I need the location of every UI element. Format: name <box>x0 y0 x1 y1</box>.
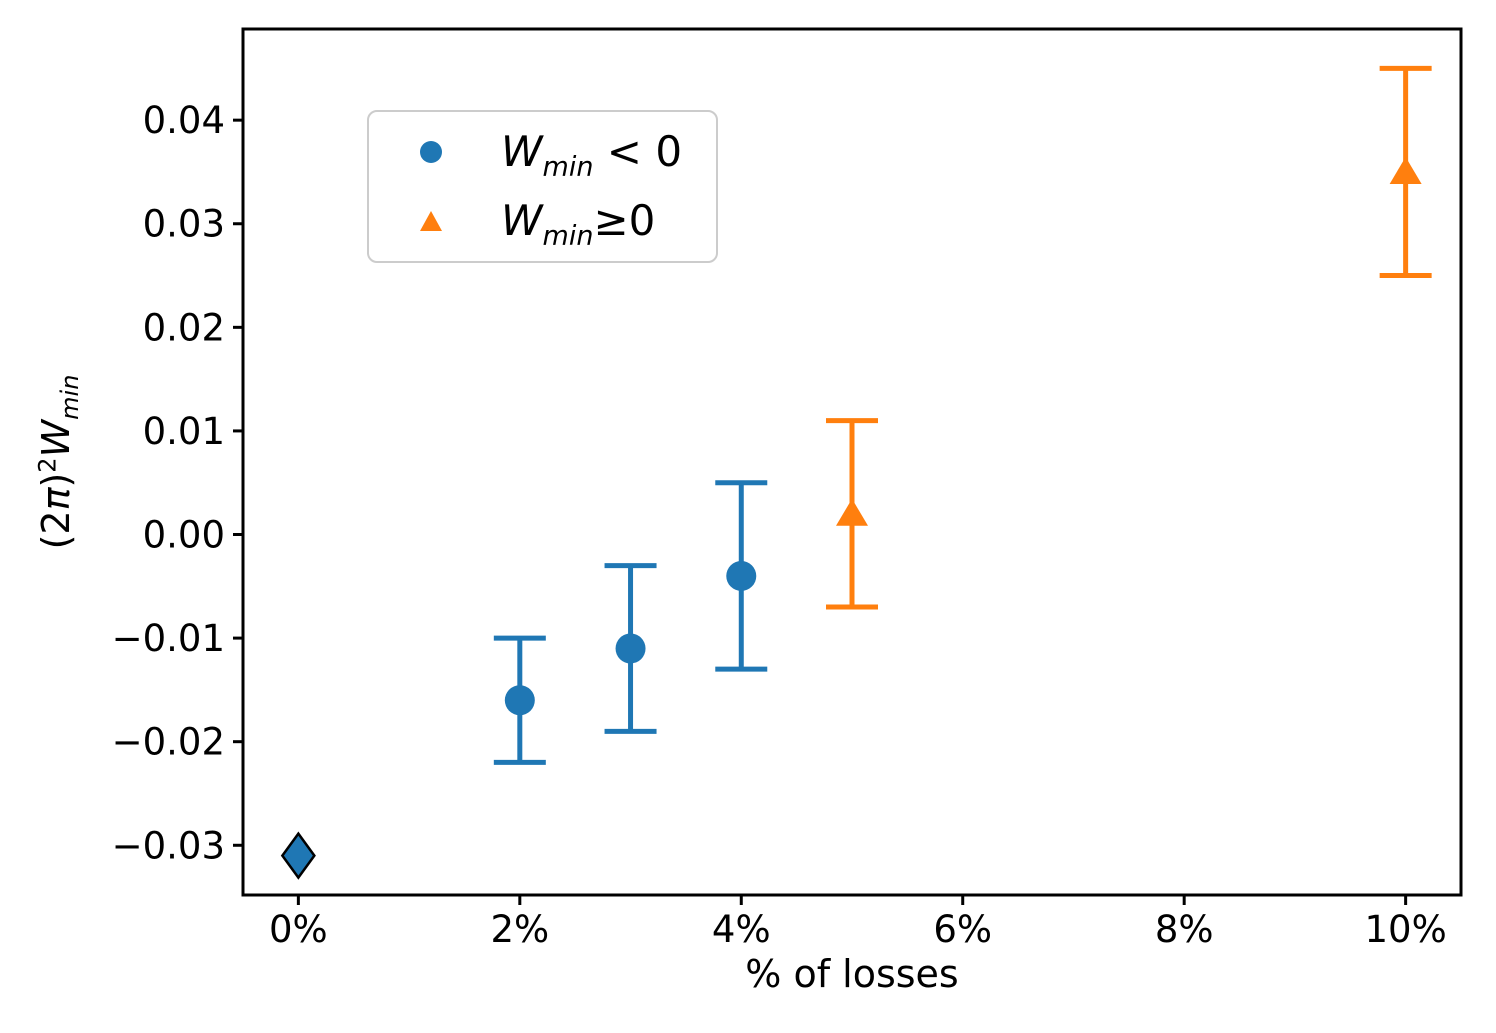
x-tick-label-2: 4% <box>712 908 771 951</box>
x-tick-label-3: 6% <box>933 908 992 951</box>
x-tick-label-0: 0% <box>269 908 328 951</box>
legend-entry-wmin-negative: Wmin < 0 <box>369 120 716 184</box>
legend-entry-wmin-nonnegative: Wmin≥0 <box>369 189 716 253</box>
x-tick-label-1: 2% <box>490 908 549 951</box>
marker-triangle-10pct <box>1389 156 1422 184</box>
x-axis-label: % of losses <box>745 952 959 996</box>
y-tick-label-3: 0.00 <box>143 514 225 557</box>
x-tick-label-5: 10% <box>1365 908 1447 951</box>
y-tick-label-6: 0.03 <box>143 203 225 246</box>
legend-label-wmin-negative: Wmin < 0 <box>501 127 683 183</box>
y-tick-label-0: −0.03 <box>112 824 225 867</box>
y-tick-label-5: 0.02 <box>143 306 225 349</box>
marker-circle-2pct <box>504 685 535 716</box>
y-tick-label-2: −0.01 <box>112 617 225 660</box>
legend: Wmin < 0 Wmin≥0 <box>367 110 718 263</box>
y-tick-label-1: −0.02 <box>112 721 225 764</box>
marker-circle-4pct <box>726 560 757 591</box>
legend-triangle-marker-icon <box>420 210 442 231</box>
marker-triangle-5pct <box>836 498 868 526</box>
y-tick-label-4: 0.01 <box>143 410 225 453</box>
plot-border <box>241 27 1463 897</box>
marker-circle-3pct <box>615 633 646 664</box>
y-axis-label: (2π)2Wmin <box>33 374 84 550</box>
marker-diamond-0pct <box>280 831 316 880</box>
legend-label-wmin-nonnegative: Wmin≥0 <box>501 195 656 252</box>
x-tick-label-4: 8% <box>1155 908 1214 951</box>
y-tick-label-7: 0.04 <box>143 99 225 142</box>
legend-circle-marker-icon <box>420 141 442 164</box>
